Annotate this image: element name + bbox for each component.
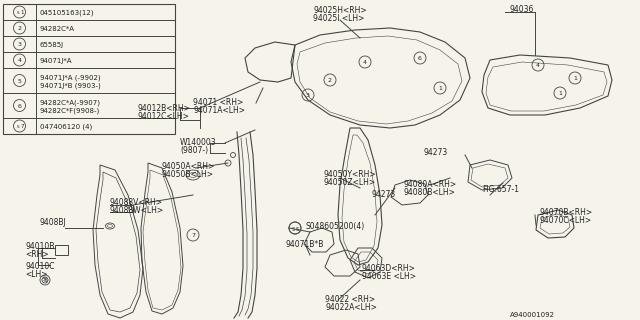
Text: 7: 7 — [20, 124, 24, 129]
Text: 94010B: 94010B — [25, 242, 54, 251]
Text: 1: 1 — [573, 76, 577, 81]
Text: 94071A<LH>: 94071A<LH> — [193, 106, 245, 115]
Text: 2: 2 — [328, 78, 332, 83]
Text: 94071J*A: 94071J*A — [40, 58, 72, 63]
Text: 6: 6 — [17, 103, 21, 108]
Text: 94063E <LH>: 94063E <LH> — [362, 272, 416, 281]
Text: 94025H<RH>: 94025H<RH> — [313, 6, 367, 15]
Text: 4: 4 — [536, 63, 540, 68]
Text: 94050Z<LH>: 94050Z<LH> — [323, 178, 375, 187]
Text: 94071 <RH>: 94071 <RH> — [193, 98, 243, 107]
Text: 94050B<LH>: 94050B<LH> — [162, 170, 214, 179]
Bar — [3, 4, 175, 134]
Text: 5: 5 — [43, 278, 47, 283]
Text: 94282C*A: 94282C*A — [40, 26, 75, 31]
Text: 94071J*A (-9902): 94071J*A (-9902) — [40, 74, 100, 81]
Text: 3: 3 — [306, 93, 310, 98]
Text: 045105163(12): 045105163(12) — [40, 9, 95, 16]
Text: 94050Y<RH>: 94050Y<RH> — [323, 170, 376, 179]
Text: 94070C<LH>: 94070C<LH> — [540, 216, 592, 225]
Text: 94282C*A(-9907): 94282C*A(-9907) — [40, 99, 101, 106]
Text: 94012C<LH>: 94012C<LH> — [138, 112, 190, 121]
Text: 94282C*F(9908-): 94282C*F(9908-) — [40, 107, 100, 114]
Text: 1: 1 — [558, 91, 562, 96]
Text: <LH>: <LH> — [25, 270, 47, 279]
Text: 4: 4 — [363, 60, 367, 65]
Text: S: S — [43, 277, 46, 282]
Text: 94063D<RH>: 94063D<RH> — [362, 264, 416, 273]
Text: 94022A<LH>: 94022A<LH> — [325, 303, 377, 312]
Text: <RH>: <RH> — [25, 250, 49, 259]
Text: (9807-): (9807-) — [180, 146, 208, 155]
Text: FIG.657-1: FIG.657-1 — [482, 185, 519, 194]
Text: W140003: W140003 — [180, 138, 216, 147]
Text: 94012B<RH>: 94012B<RH> — [138, 104, 191, 113]
Text: 94022 <RH>: 94022 <RH> — [325, 295, 375, 304]
Text: 65585J: 65585J — [40, 42, 64, 47]
Text: 5: 5 — [17, 78, 21, 84]
Text: 7: 7 — [191, 233, 195, 238]
Text: 1: 1 — [438, 86, 442, 91]
Text: A940001092: A940001092 — [510, 312, 555, 318]
Text: 4: 4 — [17, 58, 22, 63]
Text: 94088W<LH>: 94088W<LH> — [110, 206, 164, 215]
Text: 94050A<RH>: 94050A<RH> — [162, 162, 215, 171]
Text: 94088V<RH>: 94088V<RH> — [110, 198, 163, 207]
Text: 2: 2 — [17, 26, 22, 31]
Text: 94010C: 94010C — [25, 262, 54, 271]
Text: 94273: 94273 — [424, 148, 448, 157]
Text: S: S — [17, 124, 19, 129]
Text: 94070B<RH>: 94070B<RH> — [540, 208, 593, 217]
Text: 6: 6 — [418, 56, 422, 61]
Text: 1: 1 — [20, 10, 24, 15]
Text: 94025I <LH>: 94025I <LH> — [313, 14, 364, 23]
Text: S: S — [17, 11, 19, 14]
Text: S: S — [291, 227, 294, 231]
Text: 94273: 94273 — [371, 190, 396, 199]
Text: 94080B<LH>: 94080B<LH> — [404, 188, 456, 197]
Text: 94071B*B: 94071B*B — [285, 240, 323, 249]
Text: 9408BJ: 9408BJ — [40, 218, 67, 227]
Text: 94080A<RH>: 94080A<RH> — [404, 180, 457, 189]
Text: S048605200(4): S048605200(4) — [305, 222, 364, 231]
Text: 047406120 (4): 047406120 (4) — [40, 123, 92, 130]
Text: 94036: 94036 — [510, 5, 534, 14]
Text: S: S — [295, 227, 299, 231]
Text: 94071J*B (9903-): 94071J*B (9903-) — [40, 82, 100, 89]
Text: 3: 3 — [17, 42, 22, 47]
